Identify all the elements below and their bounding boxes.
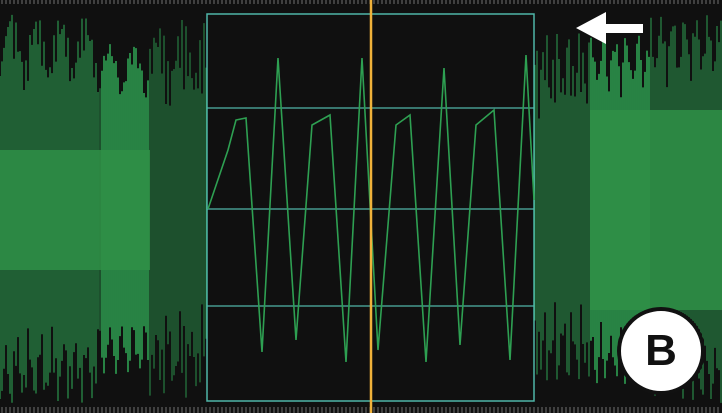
left-arrow-icon <box>576 12 643 44</box>
waveform-right-dense <box>534 15 722 403</box>
waveform-left-dense <box>0 14 207 403</box>
panel-label-badge: B <box>617 307 705 395</box>
bottom-ruler <box>1 407 719 413</box>
top-ruler <box>1 0 719 4</box>
